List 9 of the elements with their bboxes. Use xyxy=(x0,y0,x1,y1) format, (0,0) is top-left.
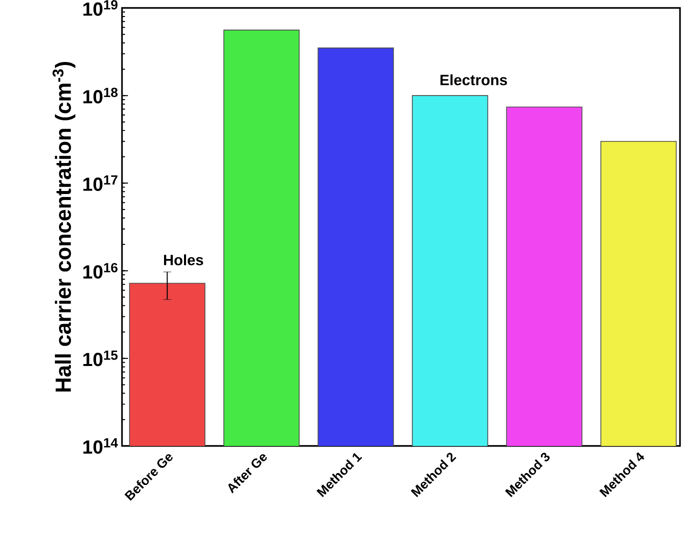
y-tick-label: 10$^{18}$ xyxy=(83,88,118,104)
annotation: Holes xyxy=(164,254,204,266)
annotation: Electrons xyxy=(440,74,507,86)
y-tick-label: 10$^{15}$ xyxy=(83,350,118,366)
y-tick-label: 10$^{16}$ xyxy=(83,262,118,279)
y-tick-label: 10$^{17}$ xyxy=(83,175,118,191)
y-axis-title: Hall carrier concentration (cm$^{-3}$) xyxy=(52,62,76,392)
y-tick-label: 10$^{14}$ xyxy=(83,438,118,454)
y-tick-label: 10$^{19}$ xyxy=(83,0,118,16)
